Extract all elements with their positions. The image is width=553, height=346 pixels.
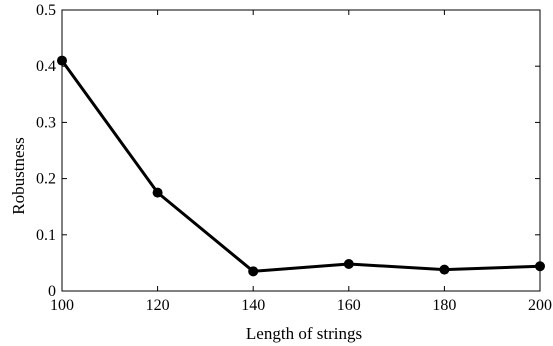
data-point [343, 259, 354, 270]
x-tick-label: 100 [50, 297, 74, 314]
y-axis-title: Robustness [9, 137, 28, 214]
data-point [535, 261, 545, 272]
x-axis: 100 120 140 160 180 200 [50, 10, 552, 314]
data-point [439, 264, 450, 275]
y-tick-label: 0.1 [36, 227, 56, 244]
plot-frame [61, 9, 541, 292]
x-tick-label: 160 [337, 297, 361, 314]
series-line [60, 59, 541, 273]
y-tick-label: 0.3 [36, 114, 56, 131]
y-axis: 0 0.1 0.2 0.3 0.4 0.5 [36, 2, 540, 300]
x-tick-label: 120 [146, 297, 170, 314]
data-point [57, 55, 67, 66]
series-group [57, 55, 545, 277]
plot-border [61, 9, 541, 292]
x-axis-title: Length of strings [246, 324, 362, 343]
x-tick-label: 180 [432, 297, 456, 314]
y-tick-label: 0.2 [36, 171, 56, 188]
y-tick-label: 0.5 [36, 2, 56, 19]
x-tick-label: 200 [528, 297, 552, 314]
x-tick-label: 140 [241, 297, 265, 314]
y-tick-label: 0.4 [36, 58, 56, 75]
data-point [152, 187, 163, 198]
data-point [248, 266, 259, 277]
y-tick-label: 0 [48, 283, 56, 300]
